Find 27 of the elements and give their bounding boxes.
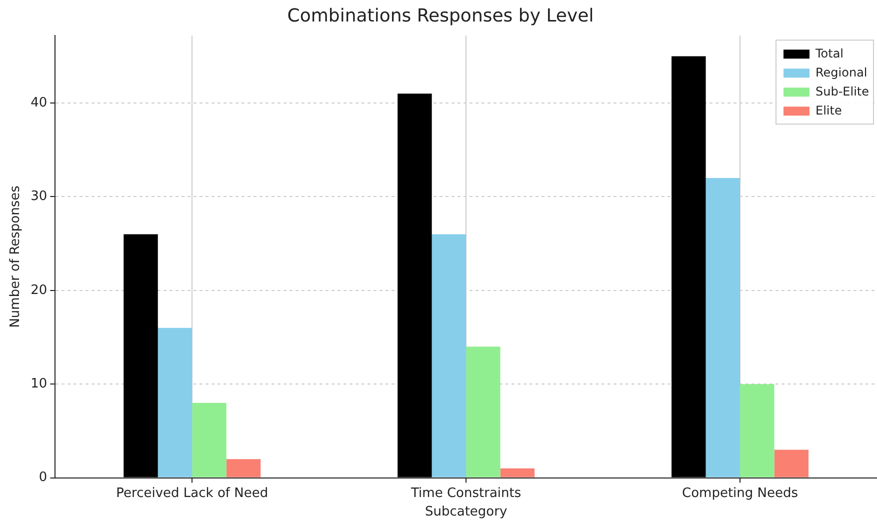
x-tick-label: Competing Needs <box>682 486 798 501</box>
y-tick-label: 40 <box>30 95 48 110</box>
bar <box>740 384 774 478</box>
x-tick-label: Perceived Lack of Need <box>116 486 268 501</box>
bar <box>158 328 192 478</box>
legend-label: Sub-Elite <box>815 84 870 99</box>
bar <box>774 450 809 478</box>
y-tick-label: 10 <box>30 376 48 392</box>
legend-label: Total <box>814 46 844 61</box>
y-axis-title: Number of Responses <box>8 185 24 328</box>
bar <box>706 178 740 478</box>
bar <box>192 402 226 478</box>
y-tick-label: 0 <box>38 470 48 486</box>
chart-title: Combinations Responses by Level <box>287 5 594 26</box>
bar <box>466 346 500 478</box>
bar <box>432 234 466 478</box>
bar <box>398 94 432 478</box>
bar <box>500 468 535 478</box>
bar <box>226 459 261 478</box>
x-tick-label: Time Constraints <box>410 486 522 501</box>
legend-label: Regional <box>815 66 868 80</box>
bar <box>672 56 706 478</box>
y-tick-label: 30 <box>30 189 48 204</box>
legend-label: Elite <box>815 104 842 118</box>
x-axis-title: Subcategory <box>424 504 508 520</box>
y-tick-label: 20 <box>30 282 48 298</box>
bar <box>124 234 158 478</box>
